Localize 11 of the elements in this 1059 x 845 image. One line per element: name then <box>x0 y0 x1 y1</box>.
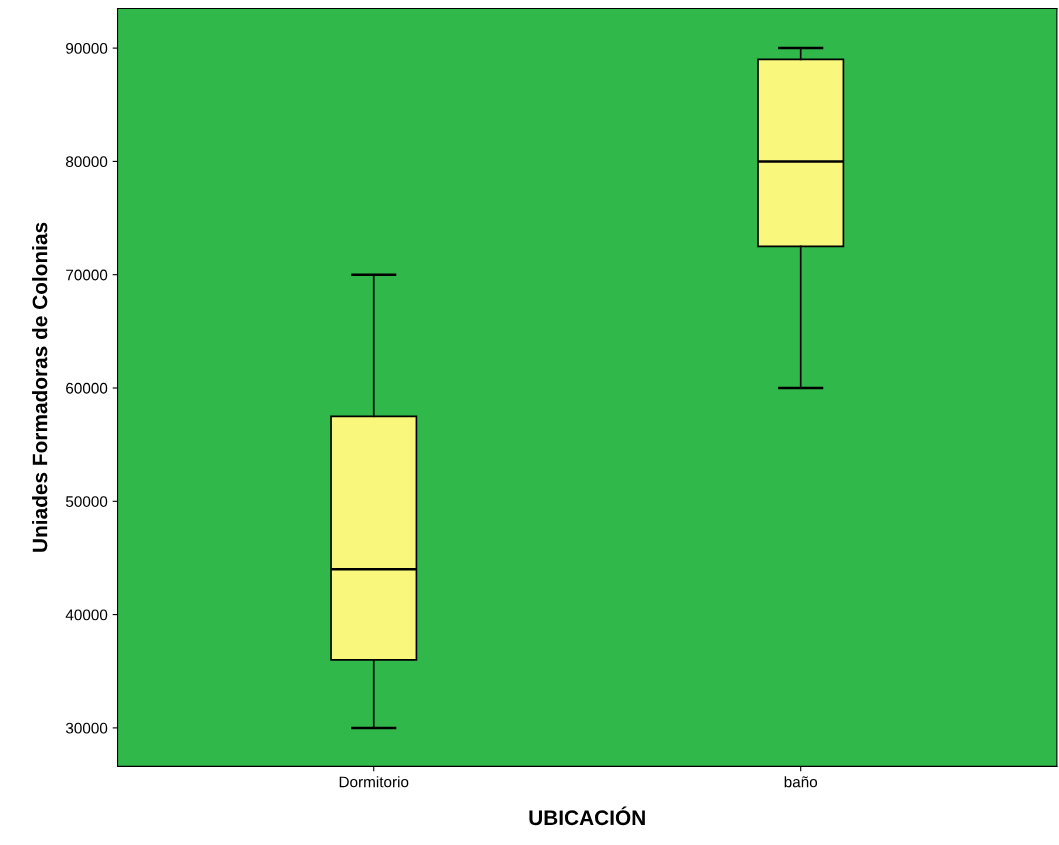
y-tick-label: 40000 <box>65 609 108 621</box>
y-tick-label: 80000 <box>66 156 108 168</box>
y-tick-label: 60000 <box>66 382 108 394</box>
x-tick-label: baño <box>784 776 818 788</box>
y-tick-label: 30000 <box>65 722 108 734</box>
y-tick-label: 70000 <box>66 269 108 281</box>
y-tick-label: 90000 <box>66 42 108 54</box>
x-tick-label: Dormitorio <box>339 776 409 788</box>
x-axis-title: UBICACIÓN <box>529 806 645 826</box>
y-tick-label: 50000 <box>65 496 108 507</box>
y-axis-title: Uniades Formadoras de Colonias <box>32 222 48 552</box>
